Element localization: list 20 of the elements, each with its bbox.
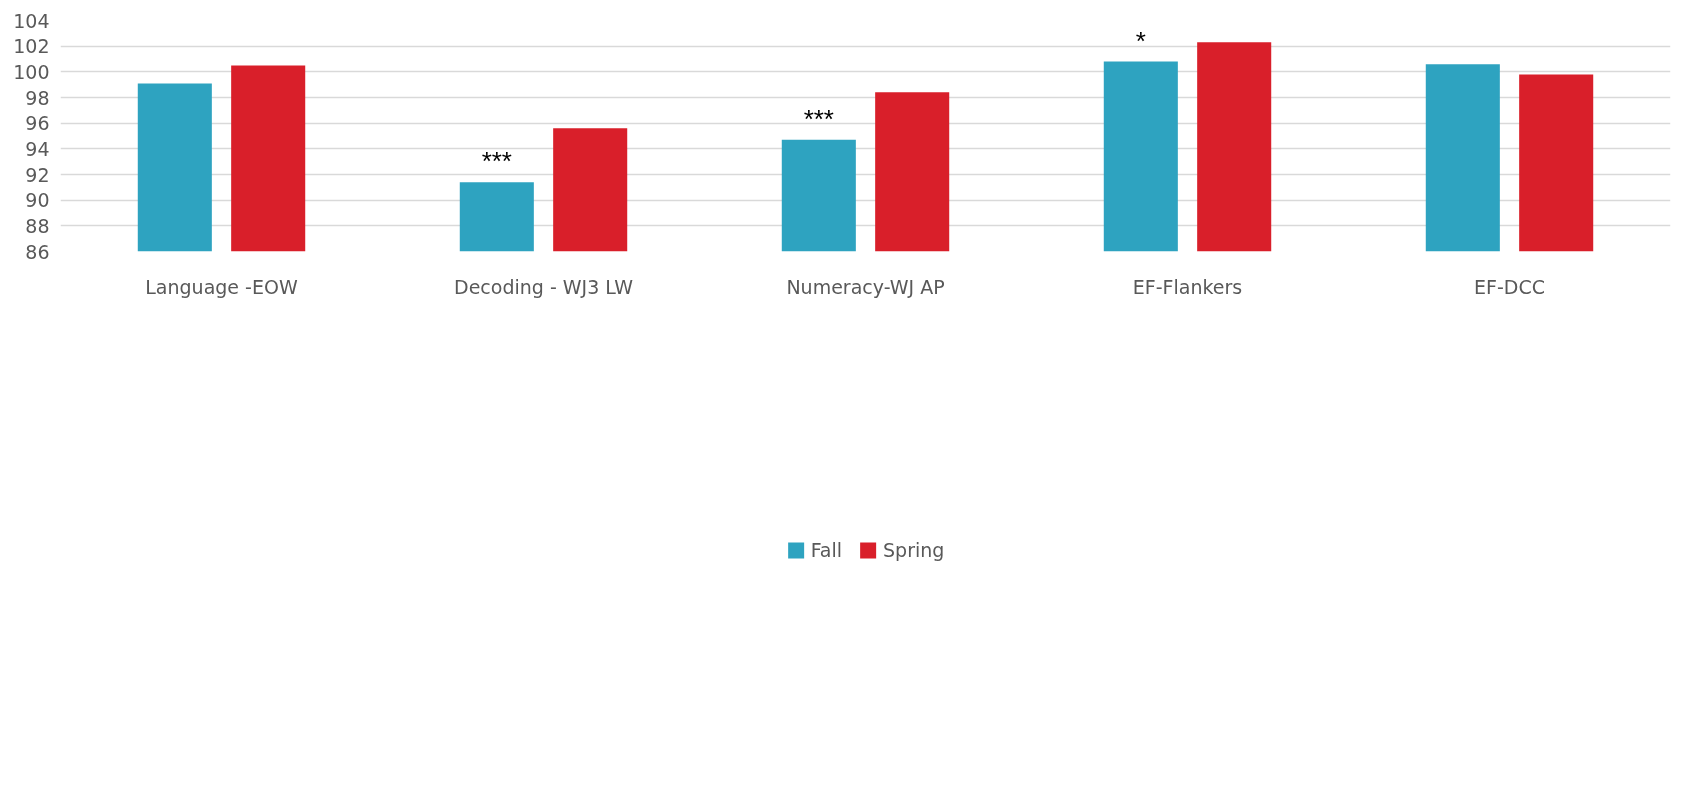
- x-tick-label: EF-DCC: [1474, 275, 1545, 298]
- data-label: ***: [803, 103, 834, 134]
- legend-label: Fall: [810, 539, 843, 561]
- data-label: *: [1135, 25, 1146, 56]
- y-tick-label: 104: [13, 9, 50, 32]
- y-tick-label: 86: [25, 240, 50, 263]
- legend-label: Spring: [883, 539, 945, 561]
- y-tick-label: 102: [13, 35, 50, 58]
- y-tick-label: 100: [13, 60, 50, 83]
- data-label: ***: [481, 146, 512, 177]
- y-tick-label: 92: [25, 163, 50, 186]
- y-tick-label: 90: [25, 189, 50, 212]
- y-tick-label: 94: [25, 137, 50, 160]
- y-tick-label: 98: [25, 86, 50, 109]
- x-tick-label: Language -EOW: [145, 275, 298, 298]
- x-tick-label: Decoding - WJ3 LW: [454, 275, 634, 298]
- x-tick-label: EF-Flankers: [1132, 275, 1243, 298]
- x-tick-label: Numeracy-WJ AP: [786, 275, 945, 298]
- y-tick-label: 88: [25, 214, 50, 237]
- y-tick-label: 96: [25, 112, 50, 135]
